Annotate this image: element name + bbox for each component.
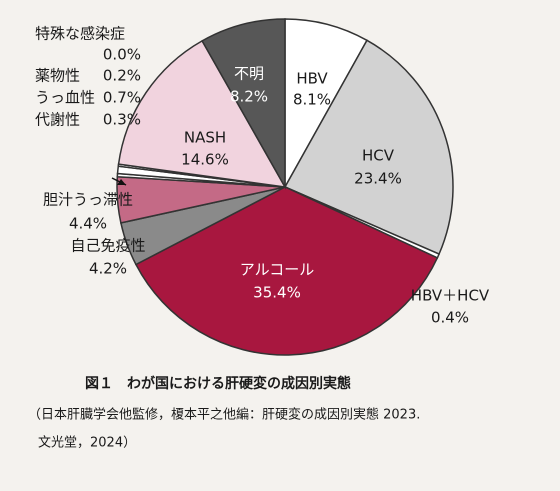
value-label: 0.7% [103,89,141,107]
slice-label: 胆汁うっ滞性 [43,191,133,209]
pie-slice [134,186,439,356]
slice-label: NASH [184,129,226,147]
value-label: 14.6% [181,151,229,169]
labels: HBV 8.1% HCV 23.4% HBV＋HCV 0.4% アルコール 35.4% 自己免疫… [35,25,490,327]
slice-label: 自己免疫性 [70,237,145,255]
value-label: 0.2% [103,67,141,85]
value-label: 35.4% [253,284,301,302]
slice-label: HCV [362,147,395,165]
slice-label: 代謝性 [35,111,80,129]
value-label: 4.2% [89,260,127,278]
slice-label: 特殊な感染症 [35,25,125,43]
pie-slice [283,39,454,256]
value-label: 8.2% [230,88,268,106]
value-label: 8.1% [293,91,331,109]
source: 文光堂，2024） [38,436,136,451]
slice-label: 薬物性 [35,67,80,85]
source: （日本肝臓学会他監修，榎本平之他編：肝硬変の成因別実態 2023. [28,407,420,423]
slice-label: HBV [296,70,328,88]
slice-label: HBV＋HCV [411,287,490,305]
value-label: 23.4% [354,170,402,188]
pie [116,18,454,356]
value-label: 0.0% [103,46,141,64]
slice-label: 不明 [234,65,264,83]
slice-label: うっ血性 [35,89,95,107]
pie-slice [201,18,286,190]
value-label: 4.4% [69,215,107,233]
pie-slice [117,39,287,188]
value-label: 0.4% [431,309,469,327]
caption: 図１ わが国における肝硬変の成因別実態 [85,375,351,392]
leader-arrow [117,179,126,185]
value-label: 0.3% [103,111,141,129]
slice-label: アルコール [240,261,315,279]
